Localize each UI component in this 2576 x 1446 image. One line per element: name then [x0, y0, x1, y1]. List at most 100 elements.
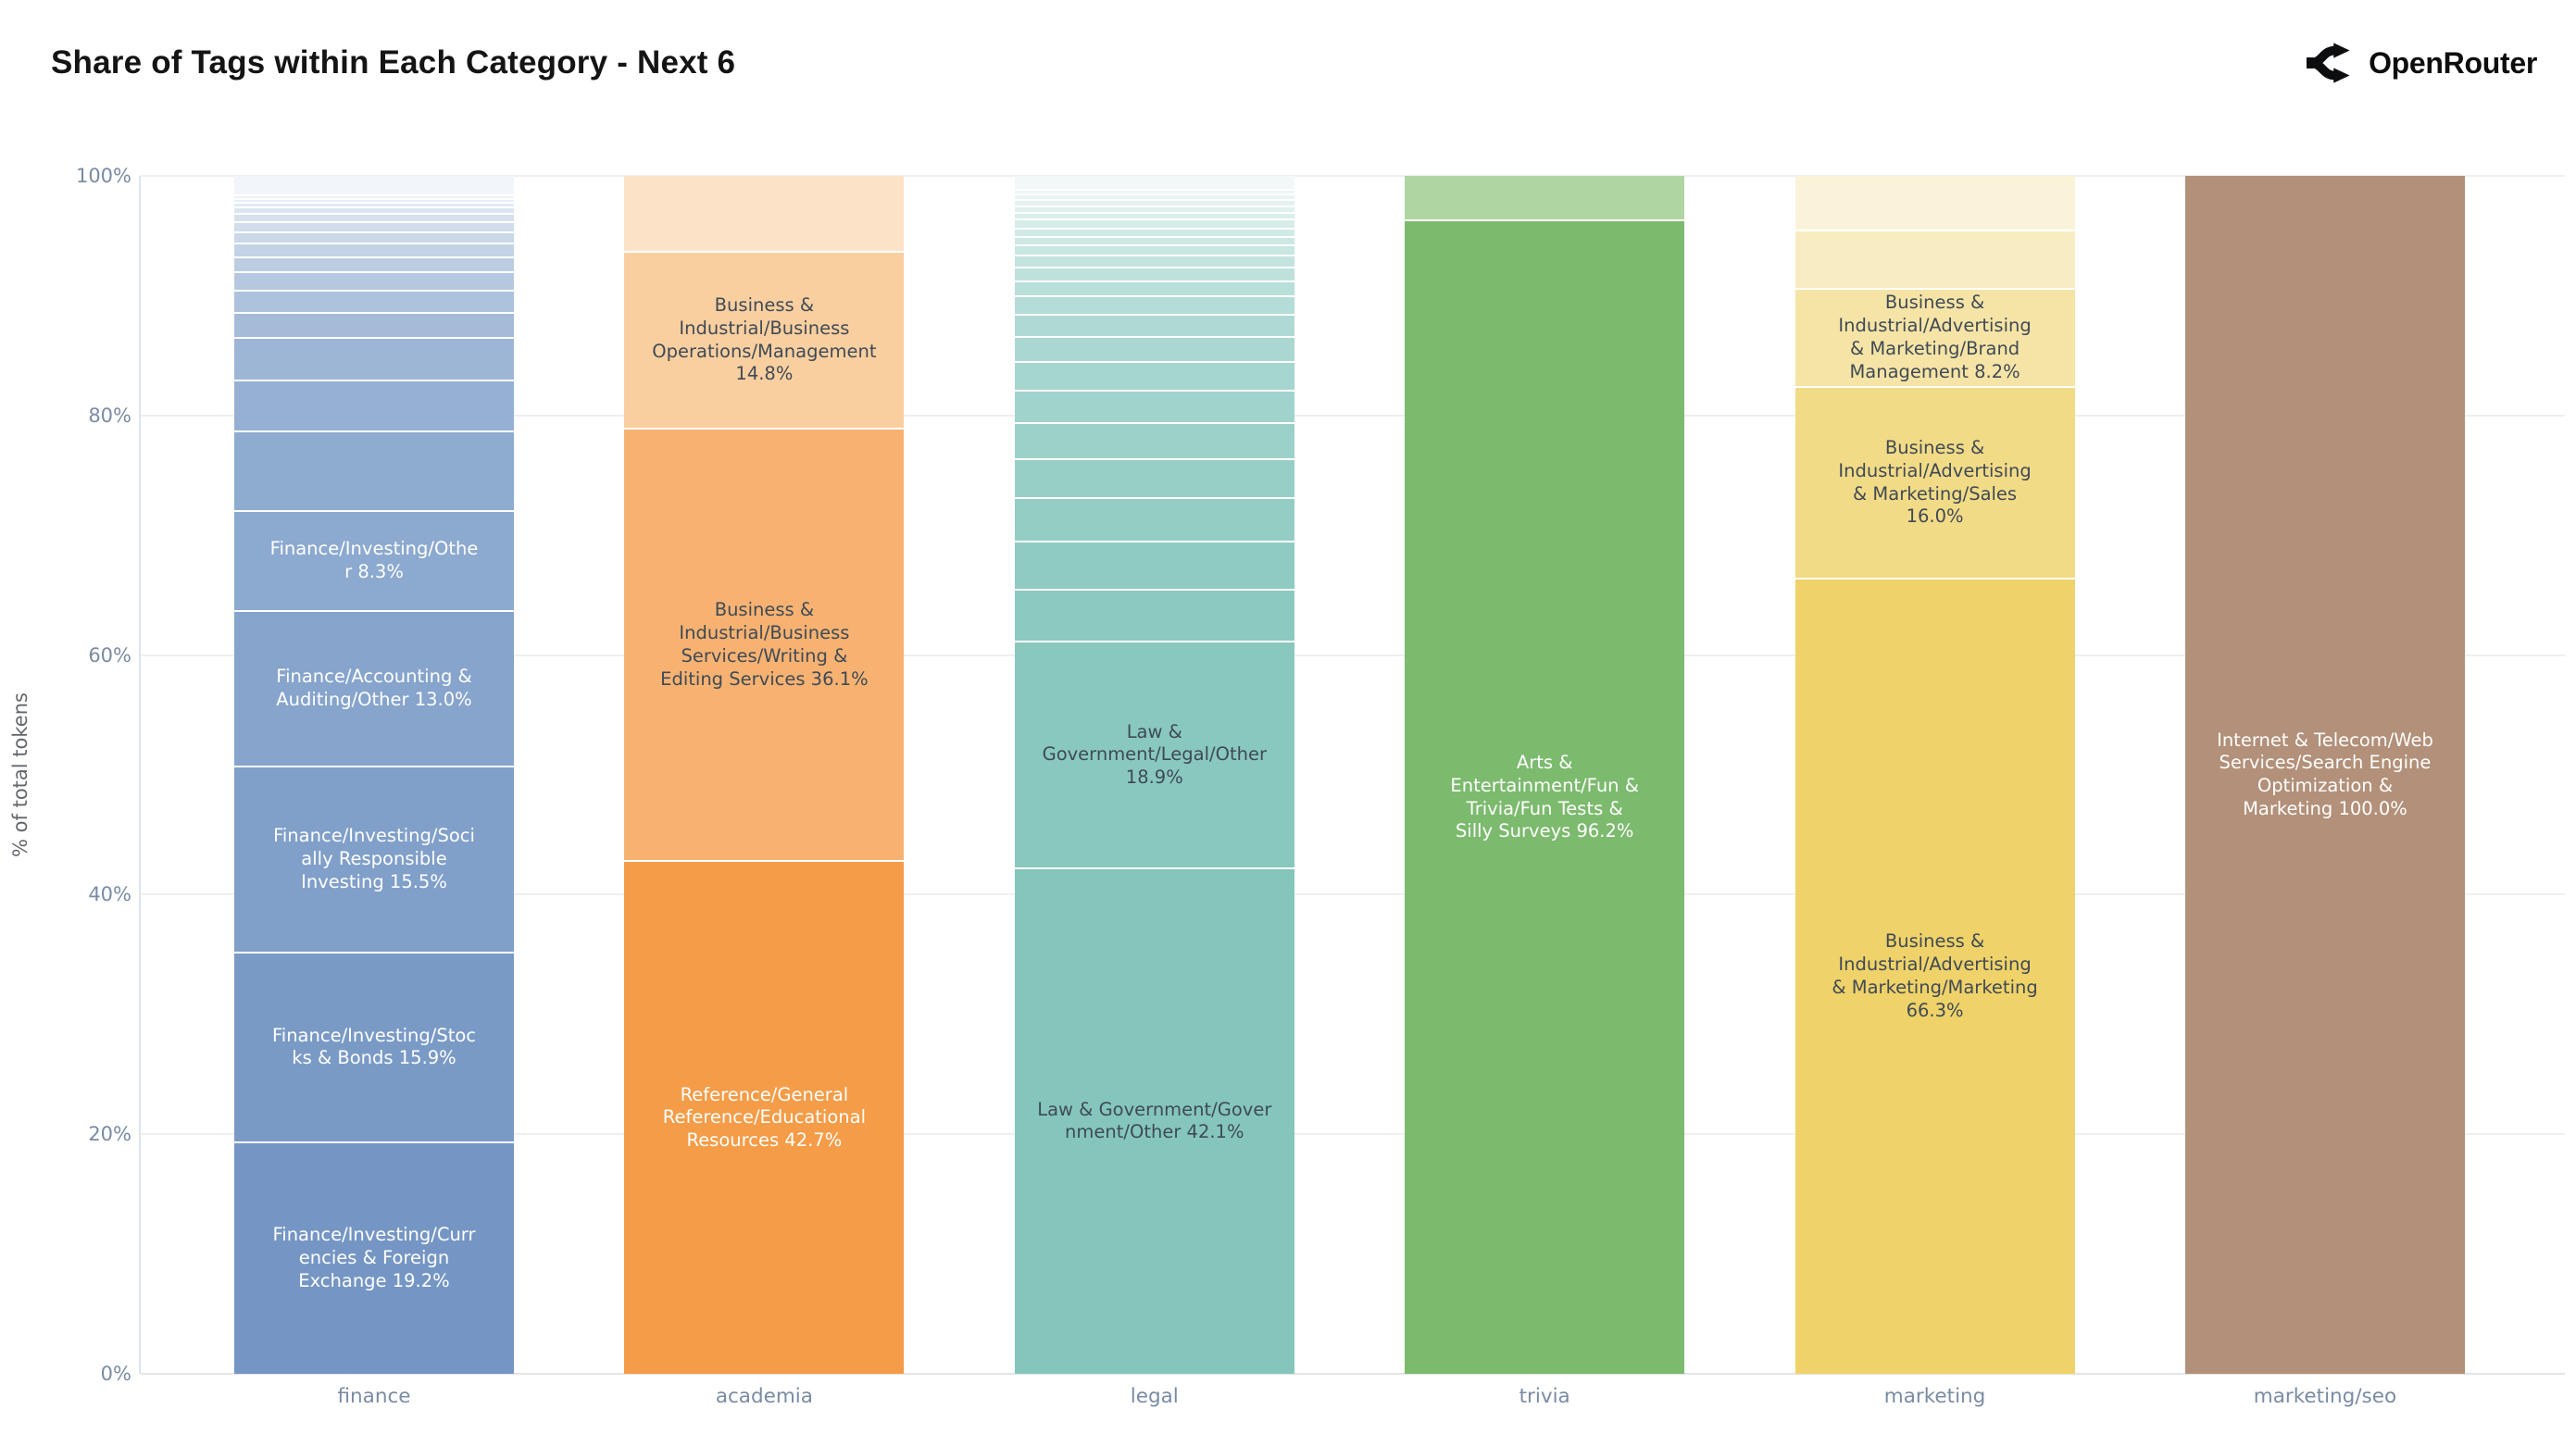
- gridline-40: [141, 893, 2565, 896]
- bar-marketing/seo[interactable]: Internet & Telecom/Web Services/Search E…: [2184, 176, 2465, 1374]
- segment-label: Finance/Investing/Stoc ks & Bonds 15.9%: [271, 1024, 477, 1069]
- bar-segment[interactable]: [1014, 229, 1294, 238]
- bar-segment[interactable]: [1014, 256, 1294, 269]
- bar-segment[interactable]: [1014, 206, 1294, 214]
- gridline-60: [141, 654, 2565, 656]
- y-axis-title: % of total tokens: [9, 692, 31, 857]
- bar-finance[interactable]: Finance/Investing/Othe r 8.3% Finance/Acc…: [234, 176, 514, 1374]
- bar-legal[interactable]: Law & Government/Legal/Other 18.9% Law & …: [1014, 176, 1294, 1374]
- bar-segment[interactable]: [234, 431, 514, 513]
- bar-segment[interactable]: [234, 338, 514, 381]
- bar-segment[interactable]: [1014, 542, 1294, 591]
- segment-label: Business & Industrial/Advertising & Mark…: [1832, 930, 2038, 1021]
- bar-segment[interactable]: [1014, 220, 1294, 230]
- bar-segment[interactable]: [1014, 176, 1294, 191]
- bar-segment[interactable]: [624, 176, 905, 253]
- segment-label: Finance/Investing/Soci ally Responsible …: [273, 825, 475, 892]
- bar-segment-marketing[interactable]: Business & Industrial/Advertising & Mark…: [1794, 580, 2075, 1374]
- gridline-100: [141, 175, 2565, 177]
- bar-trivia[interactable]: Arts & Entertainment/Fun & Trivia/Fun Te…: [1405, 176, 1685, 1374]
- bar-segment[interactable]: [1014, 590, 1294, 643]
- segment-label: Business & Industrial/Business Services/…: [660, 599, 869, 690]
- bar-segment-finance[interactable]: Finance/Investing/Soci ally Responsible …: [234, 767, 514, 954]
- bar-segment[interactable]: [234, 292, 514, 314]
- x-tick-marketing/seo: marketing/seo: [2253, 1385, 2397, 1408]
- bar-segment-academia[interactable]: Business & Industrial/Business Services/…: [624, 430, 905, 863]
- x-tick-trivia: trivia: [1519, 1385, 1570, 1408]
- segment-label: Finance/Accounting & Auditing/Other 13.0…: [276, 666, 472, 710]
- segment-label: Business & Industrial/Advertising & Mark…: [1838, 437, 2032, 528]
- bar-segment-legal[interactable]: Law & Government/Legal/Other 18.9%: [1014, 642, 1294, 870]
- bar-segment[interactable]: [234, 223, 514, 234]
- plot-area: 100% 80% 60% 40% 20% 0% Finance/Investing/Oth…: [76, 167, 2565, 1384]
- bar-segment[interactable]: [1794, 176, 2075, 231]
- openrouter-logo-text: OpenRouter: [2369, 45, 2537, 80]
- bar-segment-finance[interactable]: Finance/Investing/Curr encies & Foreign …: [234, 1143, 514, 1374]
- segment-label: Finance/Investing/Curr encies & Foreign …: [272, 1224, 476, 1291]
- bar-segment[interactable]: [1014, 195, 1294, 202]
- bar-segment[interactable]: [234, 176, 514, 196]
- x-tick-academia: academia: [715, 1385, 813, 1408]
- bar-segment-academia[interactable]: Reference/General Reference/Educational …: [624, 862, 905, 1374]
- bar-segment[interactable]: [1014, 297, 1294, 317]
- bar-segment[interactable]: [234, 199, 514, 204]
- page-title: Share of Tags within Each Category - Nex…: [51, 44, 736, 81]
- bar-segment[interactable]: [1014, 337, 1294, 363]
- bar-segment[interactable]: [1014, 201, 1294, 207]
- segment-label: Finance/Investing/Othe r 8.3%: [269, 538, 479, 583]
- gridline-0: [141, 1373, 2565, 1375]
- bar-segment[interactable]: [234, 273, 514, 293]
- bar-segment[interactable]: [1014, 213, 1294, 221]
- bar-segment-finance[interactable]: Finance/Accounting & Auditing/Other 13.0…: [234, 611, 514, 768]
- bar-segment[interactable]: [234, 244, 514, 258]
- bar-segment-legal[interactable]: Law & Government/Gover nment/Other 42.1%: [1014, 869, 1294, 1374]
- segment-label: Internet & Telecom/Web Services/Search E…: [2217, 729, 2433, 819]
- bar-segment[interactable]: [234, 257, 514, 274]
- bar-segment[interactable]: [1014, 282, 1294, 298]
- bar-marketing[interactable]: Business & Industrial/Advertising & Mark…: [1794, 176, 2075, 1374]
- bar-segment-finance[interactable]: Finance/Investing/Stoc ks & Bonds 15.9%: [234, 953, 514, 1144]
- bar-academia[interactable]: Business & Industrial/Business Operation…: [624, 176, 905, 1374]
- bar-segment[interactable]: [1405, 176, 1685, 222]
- bar-segment-finance[interactable]: Finance/Investing/Othe r 8.3%: [234, 512, 514, 612]
- bar-segment[interactable]: [234, 215, 514, 224]
- bar-segment[interactable]: [1014, 246, 1294, 257]
- bar-segment[interactable]: [1014, 499, 1294, 542]
- bar-segment[interactable]: [1014, 190, 1294, 196]
- bar-segment[interactable]: [1014, 423, 1294, 460]
- x-tick-finance: finance: [337, 1385, 411, 1408]
- bar-segment[interactable]: [1014, 268, 1294, 283]
- openrouter-icon: [2307, 43, 2350, 83]
- x-axis-labels: finance academia legal trivia marketing marke…: [141, 1385, 2565, 1408]
- bar-segment[interactable]: [1014, 316, 1294, 338]
- bar-segment-marketing/seo[interactable]: Internet & Telecom/Web Services/Search E…: [2184, 176, 2465, 1374]
- bar-segment-marketing[interactable]: Business & Industrial/Advertising & Mark…: [1794, 289, 2075, 388]
- openrouter-logo: OpenRouter: [2307, 41, 2537, 85]
- bar-segment[interactable]: [1794, 231, 2075, 290]
- bar-segment[interactable]: [234, 203, 514, 208]
- bar-segment[interactable]: [1014, 362, 1294, 392]
- segment-label: Business & Industrial/Advertising & Mark…: [1838, 292, 2032, 382]
- x-tick-marketing: marketing: [1883, 1385, 1986, 1408]
- x-tick-legal: legal: [1130, 1385, 1179, 1408]
- segment-label: Law & Government/Gover nment/Other 42.1%: [1037, 1098, 1272, 1143]
- segment-label: Law & Government/Legal/Other 18.9%: [1042, 720, 1267, 789]
- bar-segment[interactable]: [234, 195, 514, 200]
- bar-segment[interactable]: [234, 380, 514, 432]
- bar-segment[interactable]: [234, 233, 514, 245]
- gridline-80: [141, 414, 2565, 417]
- bar-segment-trivia[interactable]: Arts & Entertainment/Fun & Trivia/Fun Te…: [1405, 221, 1685, 1374]
- segment-label: Arts & Entertainment/Fun & Trivia/Fun Te…: [1450, 752, 1639, 842]
- bar-segment[interactable]: [234, 313, 514, 339]
- bar-segment[interactable]: [1014, 391, 1294, 424]
- bar-segment[interactable]: [234, 207, 514, 216]
- bars-container: Finance/Investing/Othe r 8.3% Finance/Acc…: [141, 176, 2565, 1374]
- bar-segment-academia[interactable]: Business & Industrial/Business Operation…: [624, 252, 905, 430]
- segment-label: Business & Industrial/Business Operation…: [652, 294, 877, 385]
- gridline-20: [141, 1133, 2565, 1136]
- bar-segment-marketing[interactable]: Business & Industrial/Advertising & Mark…: [1794, 388, 2075, 580]
- bar-segment[interactable]: [1014, 459, 1294, 500]
- segment-label: Reference/General Reference/Educational …: [662, 1083, 866, 1152]
- bar-segment[interactable]: [1014, 237, 1294, 247]
